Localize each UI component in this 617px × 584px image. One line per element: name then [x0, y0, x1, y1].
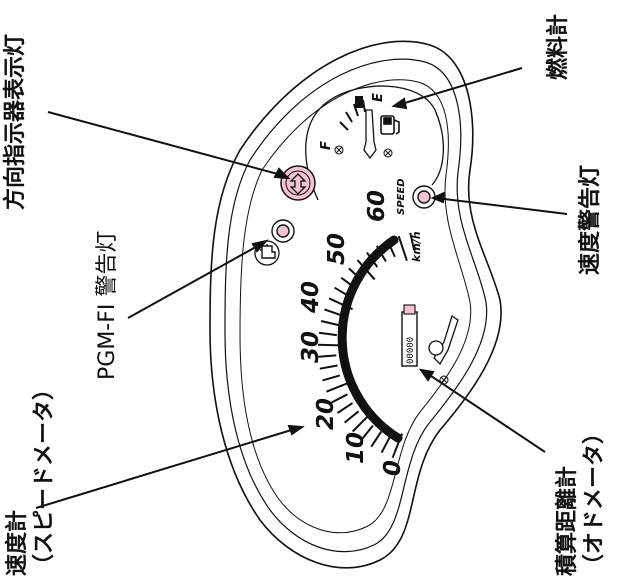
- fuel-empty-label: E: [371, 93, 386, 102]
- turn-arrow-icon: [289, 173, 307, 195]
- label-pgmfi: PGM-FI 警告灯: [95, 230, 120, 380]
- label-turn-signal: 方向指示器表示灯: [3, 33, 28, 210]
- fuel-needle: [363, 109, 377, 160]
- odometer-window: [401, 304, 418, 367]
- leader-odometer: [424, 371, 546, 453]
- leader-speed-warning: [435, 197, 568, 215]
- speed-tick: [370, 431, 383, 448]
- speed-tick: [322, 374, 341, 382]
- speed-tick: [319, 364, 338, 370]
- fuel-full-label: F: [319, 141, 334, 150]
- speed-tick: [356, 259, 376, 281]
- speed-tick: [318, 331, 337, 337]
- speed-tick: [324, 308, 342, 317]
- speed-label: SPEED: [396, 179, 407, 216]
- speed-tick: [340, 276, 357, 290]
- speed-tick: [343, 410, 360, 424]
- meter-housing-outer: [209, 40, 502, 569]
- leader-pgmfi: [127, 242, 264, 319]
- speed-tick: [397, 235, 408, 262]
- speed-tick: [326, 381, 351, 393]
- speed-tick: [360, 424, 374, 441]
- label-fuel-gauge: 燃料計: [546, 13, 571, 80]
- speed-tick: [334, 286, 351, 298]
- speed-tick: [386, 239, 396, 258]
- speed-tick: [336, 402, 354, 414]
- speed-warning-indicator: [412, 185, 436, 209]
- meter-face-outline: [239, 79, 472, 534]
- speed-tick: [318, 354, 337, 358]
- label-speedometer-line1: 速度計: [5, 509, 30, 576]
- label-odometer-line2: （オドメータ）: [582, 421, 607, 576]
- fuel-pump-icon: [380, 115, 400, 135]
- speed-numbers: 0 10 20 30 40 50 60: [298, 190, 406, 476]
- leader-turn-signal: [47, 111, 286, 177]
- needle-hub: [428, 340, 444, 356]
- leader-fuel: [397, 67, 523, 106]
- speed-ticks: [317, 232, 416, 459]
- speed-arc: [337, 235, 403, 443]
- speed-tick: [365, 251, 379, 268]
- speed-tick: [320, 320, 339, 327]
- speed-tick: [409, 232, 416, 251]
- label-speed-warning: 速度警告灯: [578, 164, 603, 275]
- speed-tick: [348, 267, 363, 282]
- fuel-empty-block: [355, 96, 363, 108]
- speed-tick: [330, 393, 348, 404]
- fuel-gauge-panel: [305, 85, 444, 201]
- speed-tick: [351, 412, 372, 433]
- unit-label: km/h: [410, 231, 423, 262]
- speed-num-10: 10: [343, 432, 369, 464]
- meter-housing-inner: [224, 58, 488, 553]
- speed-tick: [317, 343, 345, 347]
- speed-tick: [328, 297, 354, 311]
- label-odometer-line1: 積算距離計: [555, 465, 580, 576]
- speed-needle: [433, 314, 459, 366]
- leader-speedometer: [35, 427, 299, 509]
- fuel-gauge-ticks: [339, 99, 366, 131]
- turn-signal-indicator: [280, 165, 316, 201]
- label-speedometer-line2: （スピードメータ）: [32, 377, 57, 576]
- speed-num-40: 40: [298, 281, 324, 314]
- odometer-digits: 00000: [406, 337, 416, 364]
- fuel-screw-marks: [334, 145, 393, 158]
- speed-num-20: 20: [313, 398, 339, 430]
- pgmfi-indicator: [271, 219, 295, 243]
- speed-num-50: 50: [324, 233, 350, 265]
- speed-tick: [375, 245, 387, 263]
- speed-num-0: 0: [380, 460, 406, 476]
- speed-num-30: 30: [298, 331, 324, 363]
- speed-tick: [391, 433, 404, 459]
- leader-lines: [35, 67, 568, 509]
- speed-tick: [380, 436, 391, 454]
- speed-num-60: 60: [364, 190, 390, 222]
